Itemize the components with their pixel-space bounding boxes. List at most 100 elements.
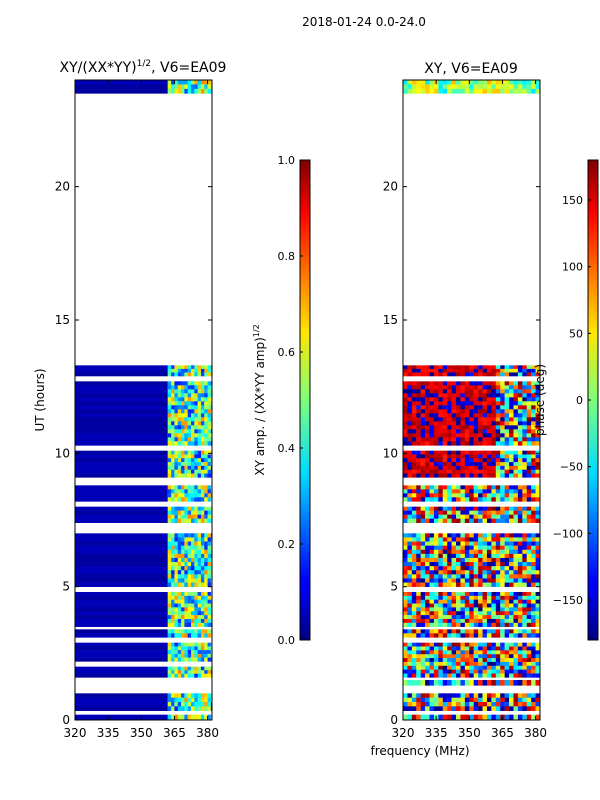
right-heatmap-cell [433, 510, 439, 515]
left-heatmap-cell [174, 417, 180, 422]
right-heatmap-cell [438, 578, 443, 583]
right-heatmap-cell [473, 599, 479, 604]
right-heatmap-cell [407, 421, 413, 426]
left-heatmap-cell [194, 389, 199, 394]
right-heatmap-cell [500, 549, 505, 555]
left-heatmap-cell [75, 368, 168, 373]
right-heatmap-cell [522, 409, 527, 414]
right-heatmap-cell [460, 611, 466, 616]
right-heatmap-cell [416, 615, 421, 620]
right-heatmap-cell [411, 642, 417, 647]
right-heatmap-cell [509, 553, 514, 559]
right-heatmap-cell [425, 642, 430, 647]
right-heatmap-cell [433, 654, 439, 659]
right-heatmap-cell [416, 485, 421, 490]
right-heatmap-cell [486, 658, 492, 663]
left-heatmap-cell [171, 557, 176, 563]
right-heatmap-cell [456, 680, 461, 686]
left-heatmap-cell [184, 421, 189, 426]
right-heatmap-cell [517, 574, 523, 579]
right-heatmap-cell [429, 413, 435, 418]
right-heatmap-cell [473, 574, 479, 579]
left-heatmap-cell [167, 381, 173, 386]
right-heatmap-cell [438, 607, 443, 612]
right-heatmap-cell [504, 669, 510, 674]
left-heatmap-cell [194, 450, 199, 455]
right-heatmap-cell [460, 553, 466, 559]
right-heatmap-cell [456, 622, 461, 627]
right-heatmap-cell [504, 510, 510, 515]
right-heatmap-cell [517, 489, 523, 494]
right-heatmap-cell [451, 706, 457, 711]
right-heatmap-cell [460, 458, 466, 463]
right-heatmap-cell [478, 372, 483, 377]
left-heatmap-cell [174, 462, 180, 467]
right-heatmap-cell [447, 506, 452, 511]
left-heatmap-cell [210, 615, 212, 620]
right-heatmap-cell [407, 549, 413, 555]
right-heatmap-cell [411, 469, 417, 474]
left-heatmap-cell [207, 465, 212, 471]
right-heatmap-cell [500, 669, 505, 674]
left-heatmap-cell [191, 510, 196, 515]
right-heatmap-cell [495, 545, 501, 551]
left-heatmap-cell [204, 381, 209, 386]
right-heatmap-cell [442, 510, 448, 515]
right-heatmap-cell [535, 702, 540, 707]
right-heatmap-cell [504, 389, 510, 394]
right-heatmap-cell [451, 633, 457, 638]
right-heatmap-cell [416, 413, 421, 418]
right-heatmap-cell [403, 622, 408, 627]
left-heatmap-cell [191, 421, 196, 426]
right-heatmap-cell [403, 669, 408, 674]
left-heatmap-cell [171, 462, 176, 467]
left-heatmap-cell [174, 514, 180, 519]
right-heatmap-cell [531, 409, 536, 414]
right-heatmap-cell [433, 421, 439, 426]
left-heatmap-cell [207, 454, 212, 459]
right-heatmap-cell [500, 646, 505, 651]
right-heatmap-cell [535, 533, 540, 538]
left-heatmap-cell [171, 607, 176, 612]
right-heatmap-cell [411, 393, 417, 398]
right-heatmap-cell [403, 629, 408, 634]
left-heatmap-cell [184, 80, 189, 85]
right-heatmap-cell [526, 537, 532, 542]
right-heatmap-cell [451, 493, 457, 498]
right-heatmap-cell [429, 389, 435, 394]
left-heatmap-cell [197, 84, 203, 90]
right-heatmap-cell [486, 88, 492, 94]
right-heatmap-cell [531, 469, 536, 474]
right-heatmap-cell [447, 441, 452, 446]
right-heatmap-cell [509, 368, 514, 373]
right-heatmap-cell [495, 537, 501, 542]
left-heatmap-cell [171, 506, 176, 511]
right-heatmap-cell [416, 650, 421, 655]
right-heatmap-cell [442, 514, 448, 519]
right-heatmap-cell [522, 669, 527, 674]
right-heatmap-cell [411, 473, 417, 478]
right-heatmap-cell [509, 607, 514, 612]
left-heatmap-cell [75, 537, 168, 542]
left-heatmap-cell [210, 566, 212, 571]
right-heatmap-cell [456, 425, 461, 430]
left-heatmap-cell [171, 429, 176, 434]
right-heatmap-cell [517, 642, 523, 647]
left-heatmap-cell [75, 454, 168, 459]
left-heatmap-cell [171, 646, 176, 651]
right-heatmap-cell [420, 595, 426, 601]
left-heatmap-cell [191, 553, 196, 559]
right-heatmap-cell [504, 615, 510, 620]
right-heatmap-cell [526, 611, 532, 616]
right-heatmap-cell [504, 706, 510, 711]
left-heatmap-cell [174, 372, 180, 377]
right-heatmap-cell [416, 510, 421, 515]
left-heatmap-cell [167, 697, 173, 703]
right-heatmap-cell [425, 454, 430, 459]
right-heatmap-cell [469, 381, 474, 386]
right-heatmap-cell [433, 465, 439, 471]
right-heatmap-cell [456, 562, 461, 567]
right-heatmap-cell [407, 429, 413, 434]
left-heatmap-cell [200, 533, 206, 538]
right-heatmap-cell [403, 80, 408, 85]
